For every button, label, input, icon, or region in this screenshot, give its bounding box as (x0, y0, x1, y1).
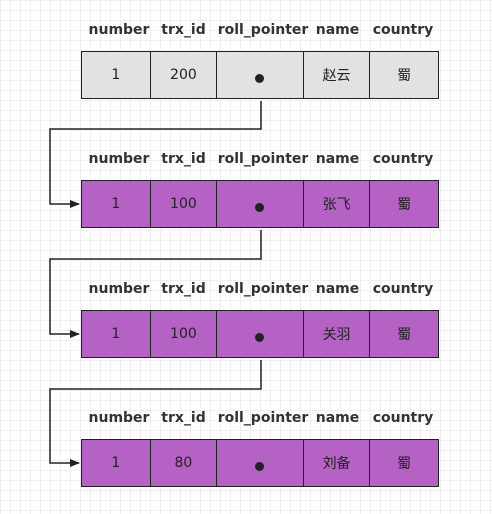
record-row: 1 100 关羽 蜀 (81, 310, 439, 358)
roll-pointer-arrow (49, 230, 262, 338)
cell-number: 1 (82, 52, 151, 98)
cell-trx-id: 80 (151, 440, 218, 486)
cell-trx-id: 100 (151, 311, 218, 357)
cell-roll-pointer (217, 440, 304, 486)
header-number: number (88, 281, 150, 297)
cell-country: 蜀 (397, 327, 412, 343)
cell-name: 关羽 (304, 311, 371, 357)
header-country: country (372, 151, 434, 167)
header-roll-pointer: roll_pointer (217, 281, 309, 297)
record-row: 1 100 张飞 蜀 (81, 180, 439, 228)
header-trx-id: trx_id (161, 151, 206, 167)
cell-country: 蜀 (397, 68, 412, 84)
record-current: number trx_id roll_pointer name country … (0, 0, 492, 110)
roll-pointer-dot (255, 332, 265, 342)
header-trx-id: trx_id (161, 22, 206, 38)
cell-roll-pointer (217, 181, 304, 227)
cell-country: 蜀 (397, 456, 412, 472)
roll-pointer-arrow (49, 360, 262, 467)
header-name: name (315, 281, 360, 297)
header-name: name (315, 410, 360, 426)
cell-number: 1 (82, 311, 151, 357)
cell-country: 蜀 (397, 197, 412, 213)
record-row: 1 80 刘备 蜀 (81, 439, 439, 487)
header-name: name (315, 22, 360, 38)
cell-trx-id: 200 (151, 52, 218, 98)
header-number: number (88, 410, 150, 426)
header-country: country (372, 281, 434, 297)
header-number: number (88, 151, 150, 167)
cell-name: 刘备 (304, 440, 371, 486)
header-roll-pointer: roll_pointer (217, 151, 309, 167)
header-roll-pointer: roll_pointer (217, 410, 309, 426)
header-trx-id: trx_id (161, 281, 206, 297)
cell-trx-id: 100 (151, 181, 218, 227)
cell-roll-pointer (217, 311, 304, 357)
header-name: name (315, 151, 360, 167)
roll-pointer-dot (255, 202, 265, 212)
header-trx-id: trx_id (161, 410, 206, 426)
record-row: 1 200 赵云 蜀 (81, 51, 439, 99)
roll-pointer-dot (255, 73, 265, 83)
cell-number: 1 (82, 181, 151, 227)
record-undo-3: number trx_id roll_pointer name country … (0, 388, 492, 498)
cell-roll-pointer (217, 52, 304, 98)
header-country: country (372, 410, 434, 426)
record-undo-2: number trx_id roll_pointer name country … (0, 259, 492, 369)
roll-pointer-arrow (49, 101, 262, 208)
record-undo-1: number trx_id roll_pointer name country … (0, 129, 492, 239)
header-roll-pointer: roll_pointer (217, 22, 309, 38)
header-number: number (88, 22, 150, 38)
cell-number: 1 (82, 440, 151, 486)
roll-pointer-dot (255, 461, 265, 471)
header-country: country (372, 22, 434, 38)
cell-name: 张飞 (304, 181, 371, 227)
cell-name: 赵云 (304, 52, 371, 98)
